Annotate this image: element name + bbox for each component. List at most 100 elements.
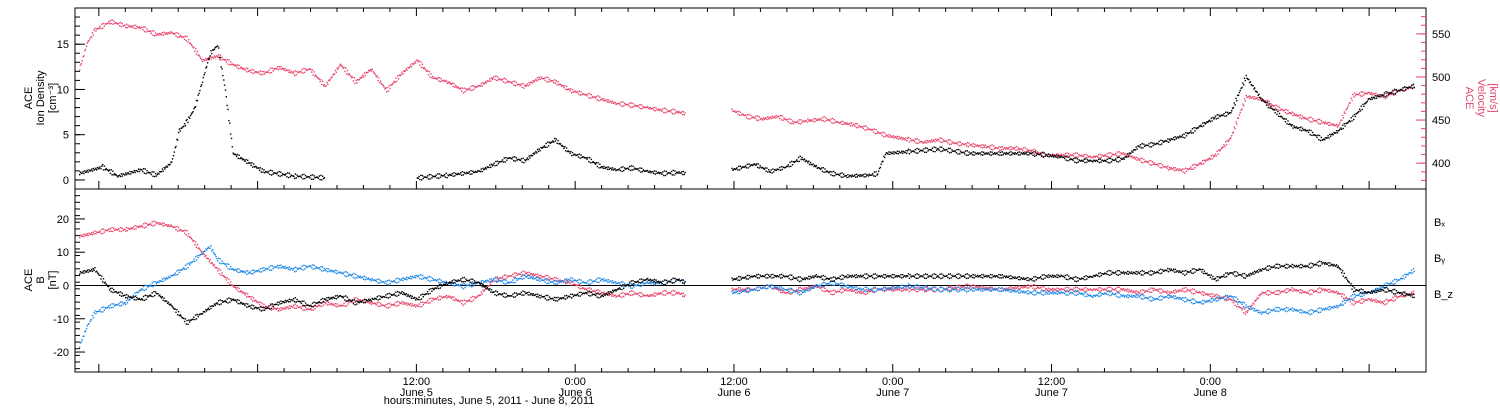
density-point: [1354, 115, 1357, 118]
velocity-point: [389, 87, 391, 90]
by-point: [275, 266, 277, 268]
velocity-point: [453, 82, 455, 85]
density-point: [1092, 161, 1094, 163]
by-point: [194, 256, 197, 258]
velocity-point: [314, 75, 316, 77]
bz-point: [505, 274, 507, 276]
bz-point: [524, 271, 526, 273]
density-point: [1073, 157, 1075, 160]
density-point: [1144, 145, 1146, 147]
velocity-point: [768, 118, 770, 120]
density-point: [1041, 152, 1044, 154]
velocity-point: [913, 140, 916, 143]
bz-point: [542, 276, 544, 278]
bz-point: [1335, 291, 1337, 294]
velocity-point: [260, 74, 262, 76]
by-point: [338, 271, 340, 274]
density-point: [510, 157, 512, 159]
bz-point: [296, 304, 298, 307]
by-point: [200, 253, 203, 255]
by-point: [189, 264, 191, 266]
bz-point: [1143, 289, 1145, 291]
density-point: [146, 170, 148, 172]
bz-point: [281, 309, 283, 311]
by-point: [437, 278, 439, 281]
bz-point: [1296, 290, 1299, 292]
velocity-point: [518, 83, 520, 86]
velocity-point: [286, 69, 288, 71]
bz-point: [1229, 298, 1231, 300]
bz-point: [1360, 298, 1362, 300]
velocity-point: [1318, 118, 1321, 120]
bz-point: [1334, 291, 1336, 294]
bz-point: [462, 304, 465, 306]
bz-point: [1231, 299, 1234, 302]
density-point: [582, 156, 585, 158]
velocity-point: [1121, 152, 1124, 155]
density-point: [862, 173, 864, 176]
bz-point: [1245, 311, 1247, 313]
velocity-point: [1209, 158, 1212, 160]
bz-point: [416, 305, 419, 307]
density-point: [174, 147, 176, 149]
density-point: [251, 162, 253, 164]
velocity-point: [431, 77, 433, 79]
velocity-point: [251, 68, 253, 71]
density-point: [293, 177, 296, 179]
density-point: [960, 151, 963, 154]
bz-point: [637, 292, 639, 295]
velocity-point: [589, 97, 592, 99]
bz-point: [380, 303, 382, 305]
by-point: [79, 346, 81, 348]
bz-point: [988, 288, 991, 291]
bz-point: [959, 288, 961, 290]
density-point: [632, 165, 634, 168]
bz-point: [353, 297, 355, 299]
density-point: [1187, 132, 1189, 135]
velocity-point: [1099, 153, 1102, 156]
velocity-point: [197, 54, 199, 57]
velocity-point: [875, 129, 877, 131]
density-point: [756, 166, 759, 169]
density-point: [822, 167, 824, 169]
velocity-point: [1059, 155, 1061, 157]
bz-point: [510, 275, 512, 277]
bz-point: [1243, 308, 1246, 310]
density-point: [1190, 132, 1193, 134]
density-point: [88, 169, 90, 171]
density-point: [1372, 96, 1374, 99]
bz-point: [199, 248, 201, 251]
velocity-point: [1202, 160, 1204, 162]
bz-point: [783, 291, 785, 293]
velocity-point: [1101, 154, 1103, 157]
density-point: [318, 175, 320, 177]
velocity-point: [216, 55, 218, 57]
velocity-point: [177, 36, 179, 38]
velocity-point: [1384, 97, 1386, 100]
by-point: [346, 271, 349, 274]
velocity-point: [957, 144, 959, 146]
by-point: [312, 268, 314, 270]
density-point: [738, 165, 740, 167]
density-point: [1057, 155, 1060, 157]
bz-point: [1169, 292, 1171, 295]
density-point: [733, 168, 735, 171]
by-point: [461, 283, 464, 285]
by-point: [173, 274, 175, 276]
bz-point: [812, 285, 814, 287]
velocity-point: [276, 66, 279, 68]
density-point: [221, 68, 223, 70]
bz-point: [930, 288, 932, 291]
velocity-point: [1066, 152, 1068, 154]
velocity-point: [246, 71, 248, 73]
density-point: [1249, 81, 1252, 83]
bz-point: [909, 287, 911, 289]
velocity-point: [176, 32, 178, 34]
density-point: [164, 168, 166, 170]
velocity-point: [675, 112, 677, 114]
bz-point: [782, 290, 784, 292]
bz-point: [171, 225, 174, 228]
bz-point: [859, 292, 861, 294]
velocity-point: [1324, 122, 1326, 125]
density-point: [673, 174, 675, 176]
